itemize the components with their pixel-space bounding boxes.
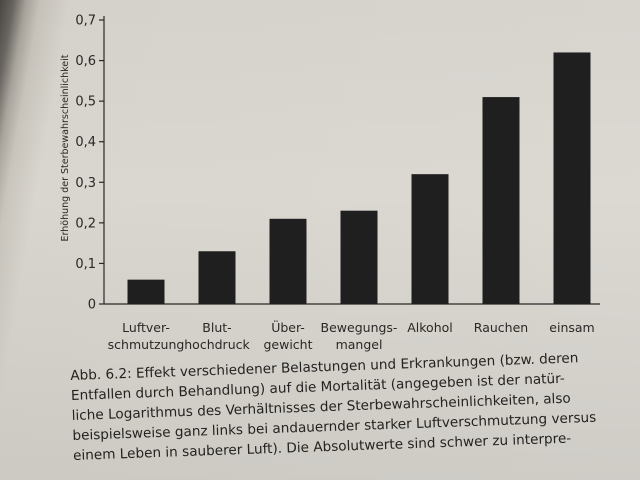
category-label: Blut- bbox=[202, 320, 231, 335]
bar bbox=[482, 97, 520, 304]
bar bbox=[269, 218, 307, 304]
bars bbox=[127, 52, 591, 305]
category-label: Alkohol bbox=[407, 320, 453, 335]
bar bbox=[411, 174, 449, 304]
category-label: Bewegungs- bbox=[321, 320, 398, 335]
category-label: Über- bbox=[271, 319, 305, 335]
category-label: Luftver- bbox=[122, 320, 170, 335]
figure-caption: Abb. 6.2: Effekt verschiedener Belastung… bbox=[70, 346, 633, 465]
y-tick-label: 0,5 bbox=[75, 95, 96, 110]
category-label: schmutzung bbox=[108, 337, 185, 352]
y-tick-label: 0,2 bbox=[75, 216, 96, 231]
category-label: mangel bbox=[336, 337, 383, 352]
y-tick-label: 0,1 bbox=[75, 257, 96, 272]
bar bbox=[340, 210, 378, 304]
y-axis-title: Erhöhung der Sterbewahrscheinlichkeit bbox=[60, 54, 71, 241]
y-tick-label: 0,3 bbox=[75, 176, 96, 191]
y-tick-label: 0 bbox=[88, 298, 96, 313]
category-label: gewicht bbox=[263, 337, 312, 352]
y-tick-label: 0,4 bbox=[75, 135, 96, 150]
bar bbox=[198, 251, 236, 304]
bar bbox=[127, 279, 165, 304]
bar bbox=[553, 52, 591, 305]
category-label: Rauchen bbox=[474, 320, 528, 335]
y-tick-label: 0,7 bbox=[75, 14, 96, 29]
y-tick-label: 0,6 bbox=[75, 54, 96, 69]
category-label: einsam bbox=[549, 320, 594, 335]
category-label: hochdruck bbox=[184, 337, 250, 352]
labels: Luftver-schmutzung Blut-hochdruck Über-gew… bbox=[108, 319, 595, 352]
